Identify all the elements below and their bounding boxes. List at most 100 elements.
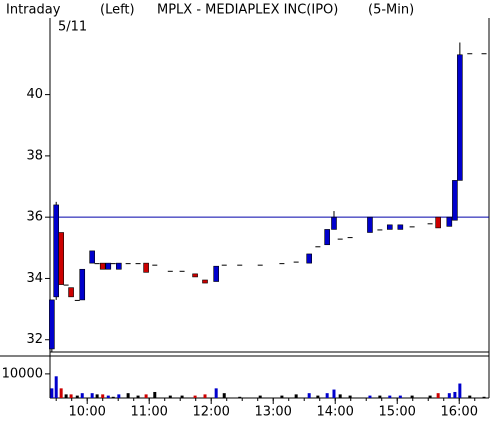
volume-bar (468, 395, 472, 398)
volume-bar (316, 395, 320, 398)
candle-body (89, 250, 95, 264)
volume-tick-label: 10000 (2, 366, 43, 381)
candle-body (213, 265, 219, 282)
candle-body (386, 224, 393, 230)
volume-bar (106, 395, 110, 398)
candle-body (306, 253, 312, 264)
volume-bar (144, 394, 148, 398)
volume-bar (378, 395, 382, 398)
x-tick-label: 10:00 (68, 405, 105, 420)
candle-body (446, 216, 453, 227)
candle-body (337, 238, 343, 240)
candle-body (293, 261, 299, 263)
volume-bar (168, 395, 172, 398)
x-tick-label: 11:00 (130, 405, 167, 420)
candle-body (202, 279, 208, 284)
volume-bar (214, 388, 218, 398)
candle-body (68, 287, 74, 298)
candle-body (99, 262, 106, 270)
candle-body (467, 53, 473, 55)
volume-bar (482, 396, 486, 398)
candle-body (105, 262, 112, 270)
candle-body (324, 229, 330, 246)
volume-bar (222, 393, 226, 398)
volume-bar (238, 396, 242, 398)
volume-bar (388, 395, 392, 398)
candle-body (152, 264, 158, 266)
x-tick-label: 15:00 (378, 405, 415, 420)
y-tick-label: 40 (26, 87, 43, 102)
volume-bar (436, 393, 440, 398)
candle-body (63, 284, 69, 286)
volume-bar (153, 391, 157, 398)
volume-bar (111, 396, 115, 398)
volume-bar (193, 395, 197, 398)
axis-side: (Left) (100, 3, 135, 18)
volume-bar (180, 395, 184, 398)
volume-bar (280, 395, 284, 398)
y-tick-label: 36 (26, 210, 43, 225)
candle-body (457, 54, 463, 181)
volume-bar (54, 376, 58, 398)
candle-body (53, 204, 60, 298)
volume-bar (203, 394, 207, 398)
candle-body (481, 53, 487, 55)
volume-bar (332, 389, 336, 398)
volume-bar (59, 388, 63, 398)
volume-bar (398, 395, 402, 398)
candle-body (74, 299, 80, 301)
volume-bar (338, 394, 342, 398)
volume-bar (101, 394, 105, 398)
candle-body (49, 299, 55, 350)
chart-title: MPLX - MEDIAPLEX INC(IPO) (157, 3, 338, 18)
volume-bar (75, 395, 79, 398)
volume-bar (258, 395, 262, 398)
candle-body (347, 237, 353, 239)
candle-body (167, 270, 173, 272)
candle-body (397, 224, 404, 230)
candle-body (94, 263, 100, 265)
x-tick-label: 12:00 (192, 405, 229, 420)
volume-bar (307, 393, 311, 398)
candle-body (427, 223, 433, 225)
volume-bar (458, 383, 462, 398)
candle-body (367, 216, 373, 233)
chart-date: 5/11 (58, 20, 87, 35)
y-tick-label: 38 (26, 148, 43, 163)
candle-body (315, 246, 321, 248)
chart-label: Intraday (6, 3, 61, 18)
volume-bar (95, 394, 99, 398)
candle-body (58, 232, 64, 285)
candle-body (237, 264, 243, 266)
candle-body (452, 180, 458, 221)
candle-body (221, 264, 227, 266)
candle-body (135, 263, 141, 265)
volume-bar (90, 393, 94, 398)
volume-bar (69, 394, 73, 398)
volume-bar (368, 395, 372, 398)
y-tick-label: 32 (26, 332, 43, 347)
candle-body (143, 262, 149, 273)
x-tick-label: 14:00 (316, 405, 353, 420)
candle-body (331, 216, 337, 230)
candle-body (279, 263, 285, 265)
x-tick-label: 13:00 (254, 405, 291, 420)
candle-body (125, 263, 131, 265)
y-tick-label: 34 (26, 271, 43, 286)
volume-bar (294, 394, 298, 398)
volume-bar (126, 393, 130, 398)
volume-bar (410, 395, 414, 398)
volume-bar (325, 393, 329, 398)
volume-bar (64, 394, 68, 398)
candle-body (79, 268, 86, 301)
volume-bar (117, 394, 121, 398)
candle-body (116, 262, 122, 270)
chart-interval: (5-Min) (368, 3, 414, 18)
volume-bar (447, 393, 451, 398)
volume-bar (50, 388, 54, 398)
volume-bar (348, 395, 352, 398)
volume-bar (80, 393, 84, 398)
candle-body (179, 270, 185, 272)
